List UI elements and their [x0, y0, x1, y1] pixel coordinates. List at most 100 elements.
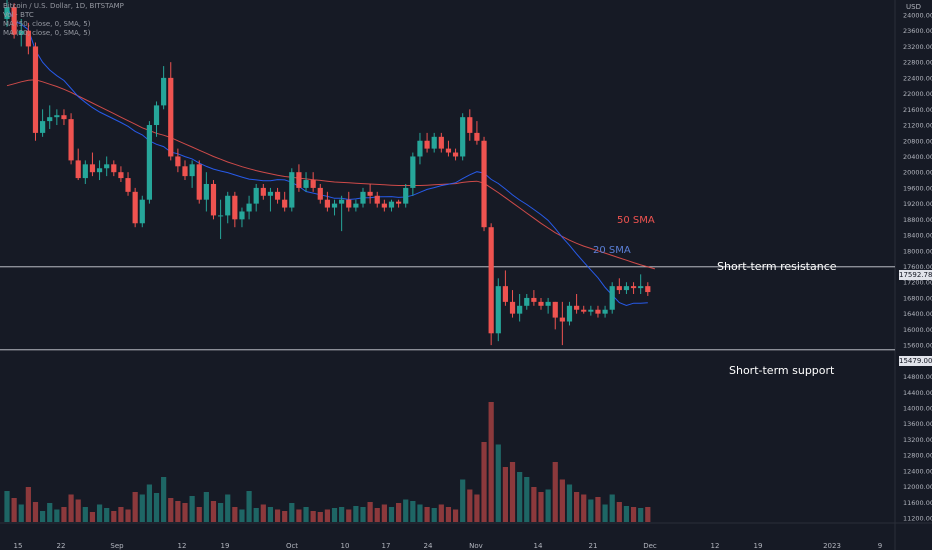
y-tick-label: 15600.00 [903, 342, 932, 350]
volume-bar [82, 507, 88, 522]
volume-bar [232, 507, 238, 522]
sma50-line [6, 79, 656, 270]
volume-bar [182, 503, 188, 522]
candle-body [267, 191, 274, 196]
y-tick-label: 21600.00 [903, 106, 932, 114]
volume-bar [417, 504, 423, 522]
volume-bar [638, 508, 644, 522]
volume-bar [396, 503, 402, 522]
volume-bar [196, 507, 202, 522]
volume-bar [381, 504, 387, 522]
volume-bar [509, 462, 516, 522]
volume-bar [438, 504, 444, 522]
volume-bar [260, 504, 266, 522]
volume-bar [61, 507, 67, 522]
candle-body [339, 199, 345, 204]
candle-body [360, 191, 366, 204]
volume-bar [566, 484, 573, 522]
volume-bar [267, 507, 274, 522]
candle-body [346, 199, 352, 208]
candle-body [161, 77, 167, 106]
symbol-title[interactable]: Bitcoin / U.S. Dollar, 1D, BITSTAMP [3, 2, 124, 10]
volume-bar [602, 504, 608, 522]
x-tick-label: 22 [57, 542, 66, 550]
y-tick-label: 22400.00 [903, 74, 932, 82]
candle-body [253, 187, 259, 204]
y-tick-label: 16800.00 [903, 294, 932, 302]
volume-bar [289, 503, 295, 522]
candle-body [32, 46, 39, 133]
volume-bar [4, 491, 10, 522]
resistance-annotation: Short-term resistance [717, 260, 837, 273]
ma20-legend[interactable]: MA (20, close, 0, SMA, 5) [3, 29, 91, 37]
y-tick-label: 19200.00 [903, 200, 932, 208]
volume-bar [161, 477, 167, 522]
volume-bar [403, 499, 409, 522]
candle-body [118, 172, 124, 179]
candle-body [460, 117, 466, 157]
candle-body [168, 77, 174, 157]
candle-body [146, 125, 152, 200]
candle-body [139, 199, 145, 224]
volume-bar [481, 442, 487, 522]
x-tick-label: 24 [424, 542, 433, 550]
volume-bar [538, 492, 544, 522]
candle-body [232, 195, 238, 220]
volume-legend[interactable]: Vol · BTC [3, 11, 34, 19]
candle-body [96, 168, 103, 173]
candle-body [196, 164, 202, 200]
volume-bar [239, 509, 245, 522]
candle-body [616, 286, 622, 291]
y-tick-label: 18800.00 [903, 216, 932, 224]
volume-bar [460, 479, 466, 522]
y-tick-label: 14400.00 [903, 389, 932, 397]
volume-bar [111, 511, 117, 522]
candle-body [11, 7, 17, 35]
volume-bar [609, 494, 615, 522]
candle-body [538, 301, 544, 306]
candle-body [367, 191, 373, 196]
volume-bar [274, 509, 281, 522]
y-tick-label: 19600.00 [903, 184, 932, 192]
candle-body [225, 195, 231, 216]
y-tick-label: 18000.00 [903, 247, 932, 255]
volume-bar [89, 512, 96, 522]
volume-bar [467, 489, 473, 522]
volume-bar [431, 508, 437, 522]
candle-body [545, 301, 551, 306]
candle-body [531, 297, 537, 302]
volume-bar [581, 494, 587, 522]
volume-bar [203, 492, 209, 522]
volume-bar [282, 511, 288, 522]
candle-body [61, 115, 67, 120]
x-tick-label: 14 [534, 542, 543, 550]
volume-bar [502, 467, 508, 522]
y-tick-label: 16000.00 [903, 326, 932, 334]
volume-bar [68, 494, 74, 522]
x-tick-label: 12 [178, 542, 187, 550]
volume-bar [574, 492, 580, 522]
candle-body [111, 164, 117, 173]
x-tick-label: 21 [589, 542, 598, 550]
volume-bar [153, 493, 160, 522]
candle-body [524, 297, 530, 306]
volume-bar [424, 507, 430, 522]
ma50-legend[interactable]: MA (50, close, 0, SMA, 5) [3, 20, 91, 28]
candle-body [609, 286, 615, 310]
candle-body [495, 286, 501, 334]
sma20-label: 20 SMA [593, 245, 631, 256]
volume-bar [588, 499, 594, 522]
candle-body [68, 119, 74, 161]
candle-body [581, 309, 587, 312]
candle-body [502, 286, 508, 302]
volume-bar [40, 511, 46, 522]
price-axis-unit: USD [906, 3, 921, 11]
candle-body [602, 309, 608, 314]
y-tick-label: 12000.00 [903, 483, 932, 491]
y-tick-label: 24000.00 [903, 12, 932, 20]
y-tick-label: 11200.00 [903, 515, 932, 523]
volume-bar [310, 511, 316, 522]
candle-body [474, 132, 480, 141]
candle-body [175, 156, 181, 167]
